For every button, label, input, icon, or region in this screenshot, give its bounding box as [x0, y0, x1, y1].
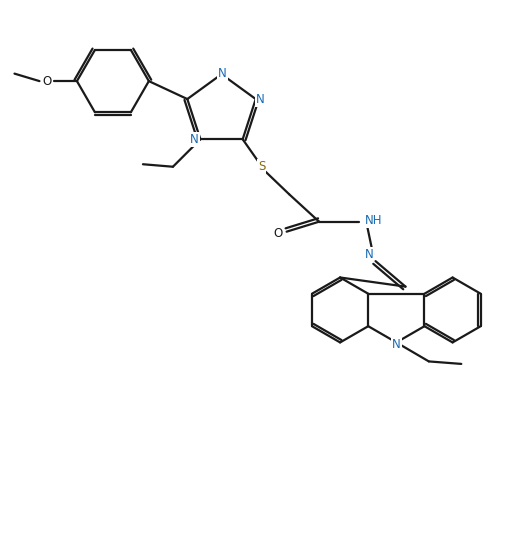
Text: N: N — [257, 93, 265, 105]
Text: S: S — [258, 160, 265, 173]
Text: O: O — [273, 227, 282, 240]
Text: O: O — [42, 74, 52, 88]
Text: N: N — [218, 67, 227, 80]
Text: N: N — [190, 133, 199, 146]
Text: N: N — [392, 339, 401, 351]
Text: N: N — [365, 248, 373, 261]
Text: NH: NH — [365, 214, 383, 227]
